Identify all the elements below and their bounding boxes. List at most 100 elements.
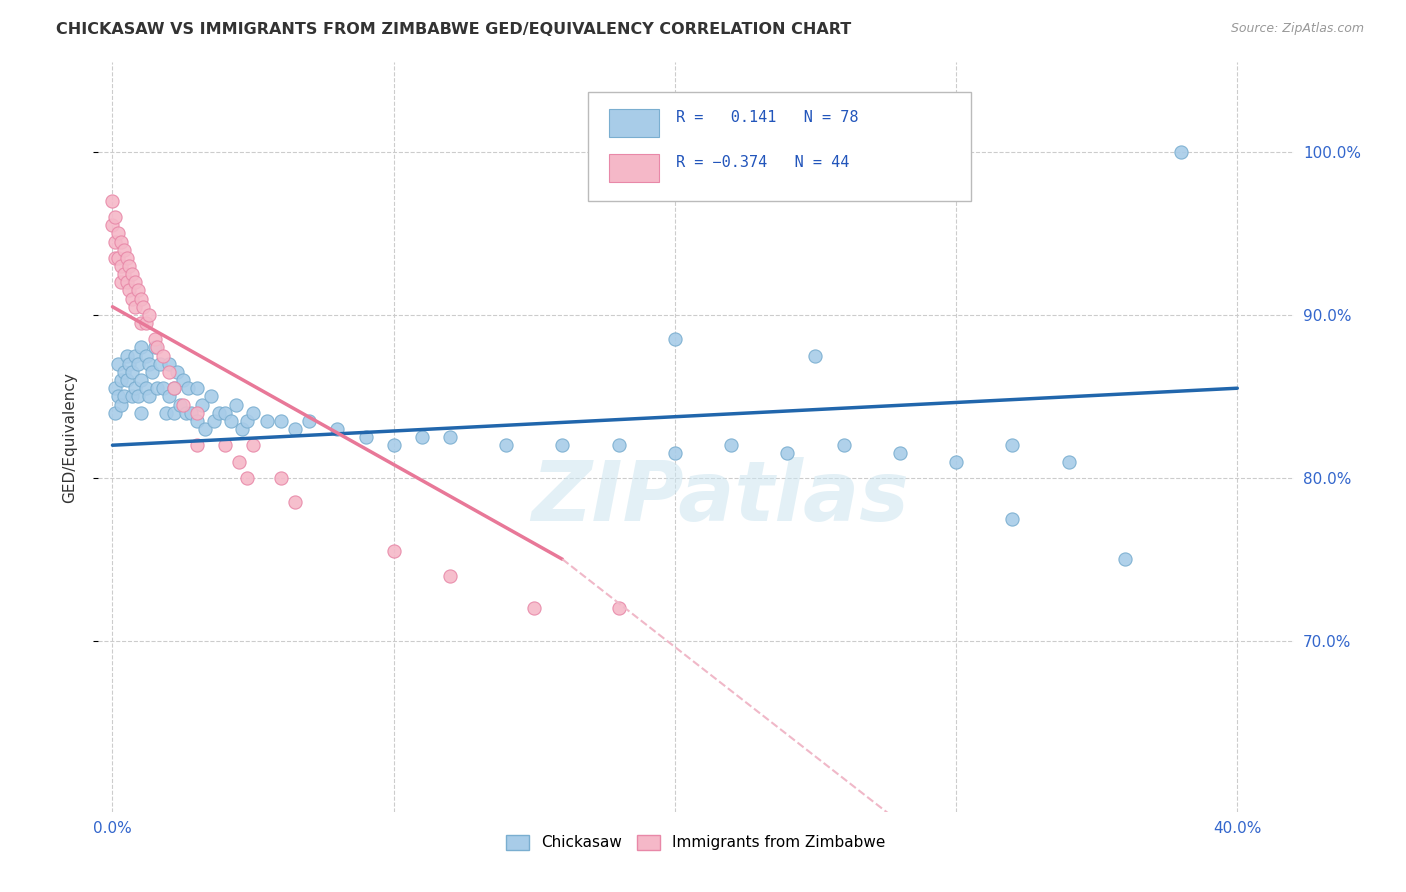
- Point: [152, 381, 174, 395]
- Point: [138, 389, 160, 403]
- Point: [118, 357, 141, 371]
- Point: [776, 446, 799, 460]
- Point: [115, 251, 138, 265]
- Point: [439, 430, 461, 444]
- Point: [889, 446, 911, 460]
- Point: [107, 227, 129, 241]
- Point: [115, 373, 138, 387]
- Point: [186, 414, 208, 428]
- Point: [104, 381, 127, 395]
- Point: [194, 422, 217, 436]
- Point: [121, 389, 143, 403]
- Point: [163, 381, 186, 395]
- Point: [118, 259, 141, 273]
- FancyBboxPatch shape: [609, 109, 659, 137]
- Point: [115, 349, 138, 363]
- Point: [439, 568, 461, 582]
- Point: [191, 397, 214, 411]
- Point: [107, 389, 129, 403]
- Y-axis label: GED/Equivalency: GED/Equivalency: [63, 372, 77, 502]
- Point: [163, 381, 186, 395]
- Point: [101, 219, 124, 233]
- Point: [132, 300, 155, 314]
- Point: [1057, 454, 1080, 468]
- Point: [382, 438, 405, 452]
- Point: [298, 414, 321, 428]
- Point: [523, 601, 546, 615]
- Point: [107, 357, 129, 371]
- Point: [214, 438, 236, 452]
- Point: [832, 438, 855, 452]
- Point: [129, 341, 152, 355]
- Point: [112, 389, 135, 403]
- Point: [124, 300, 146, 314]
- Point: [138, 308, 160, 322]
- FancyBboxPatch shape: [589, 93, 972, 201]
- Point: [112, 243, 135, 257]
- Point: [129, 406, 152, 420]
- Point: [135, 349, 157, 363]
- Point: [127, 389, 149, 403]
- Text: CHICKASAW VS IMMIGRANTS FROM ZIMBABWE GED/EQUIVALENCY CORRELATION CHART: CHICKASAW VS IMMIGRANTS FROM ZIMBABWE GE…: [56, 22, 852, 37]
- Point: [110, 397, 132, 411]
- Point: [118, 284, 141, 298]
- Point: [177, 381, 200, 395]
- Point: [242, 438, 264, 452]
- Point: [382, 544, 405, 558]
- Point: [110, 235, 132, 249]
- Text: ZIPatlas: ZIPatlas: [531, 457, 908, 538]
- Point: [200, 389, 222, 403]
- Point: [664, 446, 686, 460]
- Point: [149, 357, 172, 371]
- Point: [110, 373, 132, 387]
- Point: [166, 365, 188, 379]
- Point: [284, 495, 307, 509]
- Point: [270, 471, 292, 485]
- Point: [242, 406, 264, 420]
- Point: [124, 349, 146, 363]
- Point: [146, 341, 169, 355]
- Point: [186, 406, 208, 420]
- Point: [143, 332, 166, 346]
- Point: [354, 430, 377, 444]
- Point: [129, 373, 152, 387]
- Point: [804, 349, 827, 363]
- Point: [326, 422, 349, 436]
- FancyBboxPatch shape: [609, 153, 659, 182]
- Point: [174, 406, 197, 420]
- Point: [157, 357, 180, 371]
- Point: [157, 365, 180, 379]
- Point: [129, 316, 152, 330]
- Point: [945, 454, 967, 468]
- Legend: Chickasaw, Immigrants from Zimbabwe: Chickasaw, Immigrants from Zimbabwe: [501, 829, 891, 856]
- Point: [143, 341, 166, 355]
- Point: [664, 332, 686, 346]
- Point: [112, 267, 135, 281]
- Point: [236, 471, 259, 485]
- Point: [104, 251, 127, 265]
- Point: [155, 406, 177, 420]
- Text: R =   0.141   N = 78: R = 0.141 N = 78: [676, 110, 858, 125]
- Point: [141, 365, 163, 379]
- Point: [146, 381, 169, 395]
- Point: [157, 389, 180, 403]
- Point: [214, 406, 236, 420]
- Point: [169, 397, 191, 411]
- Point: [135, 381, 157, 395]
- Point: [163, 406, 186, 420]
- Point: [110, 276, 132, 290]
- Point: [495, 438, 517, 452]
- Point: [1001, 438, 1024, 452]
- Point: [231, 422, 253, 436]
- Point: [107, 251, 129, 265]
- Point: [172, 373, 194, 387]
- Point: [129, 292, 152, 306]
- Text: Source: ZipAtlas.com: Source: ZipAtlas.com: [1230, 22, 1364, 36]
- Point: [121, 267, 143, 281]
- Point: [186, 381, 208, 395]
- Point: [186, 438, 208, 452]
- Point: [101, 194, 124, 208]
- Point: [112, 365, 135, 379]
- Point: [607, 601, 630, 615]
- Point: [411, 430, 433, 444]
